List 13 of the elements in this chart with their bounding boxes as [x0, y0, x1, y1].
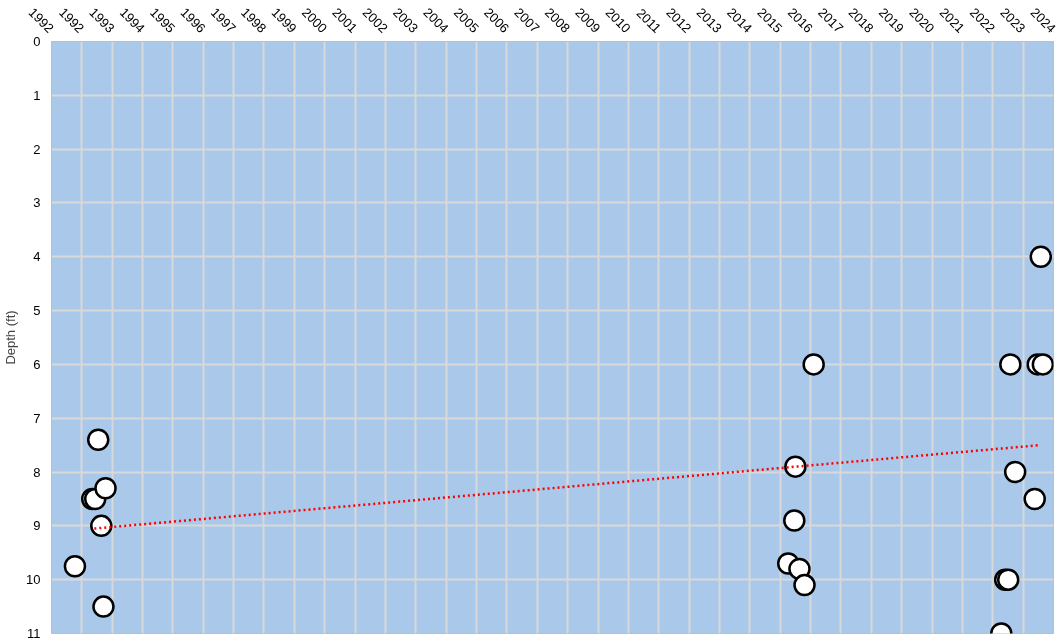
y-tick-label: 9: [33, 518, 41, 534]
y-axis-title: Depth (ft): [3, 310, 19, 365]
y-tick-label: 7: [33, 410, 41, 426]
y-tick-label: 3: [33, 195, 41, 211]
y-tick-label: 0: [33, 34, 41, 49]
y-tick-label: 10: [26, 572, 41, 588]
y-tick-label: 5: [33, 303, 41, 319]
y-tick-label: 1: [33, 87, 41, 103]
y-tick-label: 11: [27, 626, 41, 641]
y-tick-label: 2: [33, 141, 41, 157]
y-tick-label: 8: [33, 464, 41, 480]
y-tick-label: 6: [33, 356, 41, 372]
y-tick-label: 4: [33, 249, 41, 265]
